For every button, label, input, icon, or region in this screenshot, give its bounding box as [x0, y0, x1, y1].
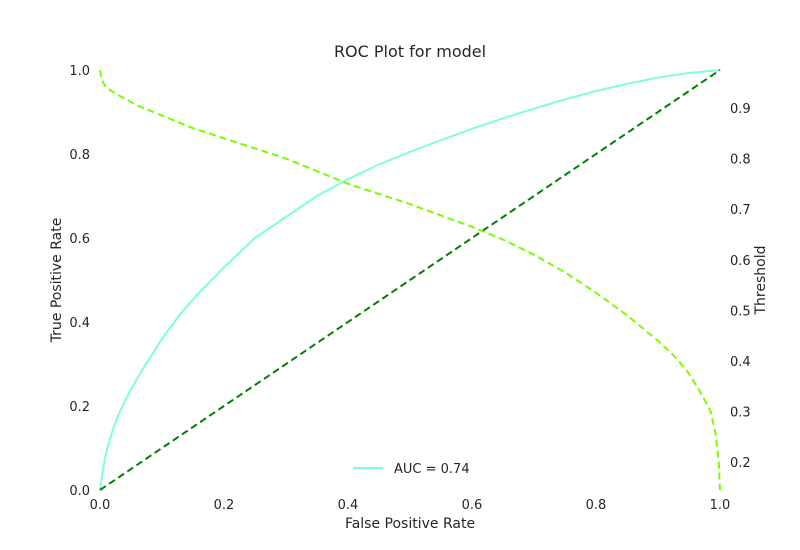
y-axis-label: True Positive Rate [49, 218, 65, 344]
y-tick-label: 0.0 [69, 484, 90, 499]
y2-tick-label: 0.6 [730, 254, 751, 269]
roc-curve-line [99, 69, 721, 491]
legend: AUC = 0.74 [353, 462, 470, 477]
threshold-curve-line [99, 69, 721, 491]
y-tick-label: 1.0 [69, 64, 90, 79]
y2-tick-label: 0.2 [730, 456, 751, 471]
random-classifier-diagonal-line [99, 69, 721, 491]
x-tick-label: 1.0 [710, 498, 731, 513]
y2-axis-label: Threshold [753, 246, 769, 316]
y2-tick-label: 0.7 [730, 203, 751, 218]
x-tick-label: 0.4 [338, 498, 359, 513]
y2-tick-label: 0.9 [730, 102, 751, 117]
y-tick-label: 0.8 [69, 148, 90, 163]
y-tick-label: 0.4 [69, 316, 90, 331]
y2-axis-ticks: 0.2 0.3 0.4 0.5 0.6 0.7 0.8 0.9 [730, 102, 751, 471]
y2-tick-label: 0.5 [730, 304, 751, 319]
x-tick-label: 0.8 [586, 498, 607, 513]
x-tick-label: 0.0 [90, 498, 111, 513]
x-axis-ticks: 0.0 0.2 0.4 0.6 0.8 1.0 [90, 498, 731, 513]
y2-tick-label: 0.3 [730, 406, 751, 421]
x-axis-label: False Positive Rate [345, 516, 475, 532]
y2-tick-label: 0.4 [730, 355, 751, 370]
chart-title: ROC Plot for model [334, 42, 486, 61]
x-tick-label: 0.2 [214, 498, 235, 513]
y2-tick-label: 0.8 [730, 153, 751, 168]
x-tick-label: 0.6 [462, 498, 483, 513]
y-axis-ticks: 0.0 0.2 0.4 0.6 0.8 1.0 [69, 64, 90, 499]
y-tick-label: 0.6 [69, 232, 90, 247]
legend-label-roc: AUC = 0.74 [394, 462, 470, 477]
y-tick-label: 0.2 [69, 400, 90, 415]
plot-lines [99, 69, 721, 491]
